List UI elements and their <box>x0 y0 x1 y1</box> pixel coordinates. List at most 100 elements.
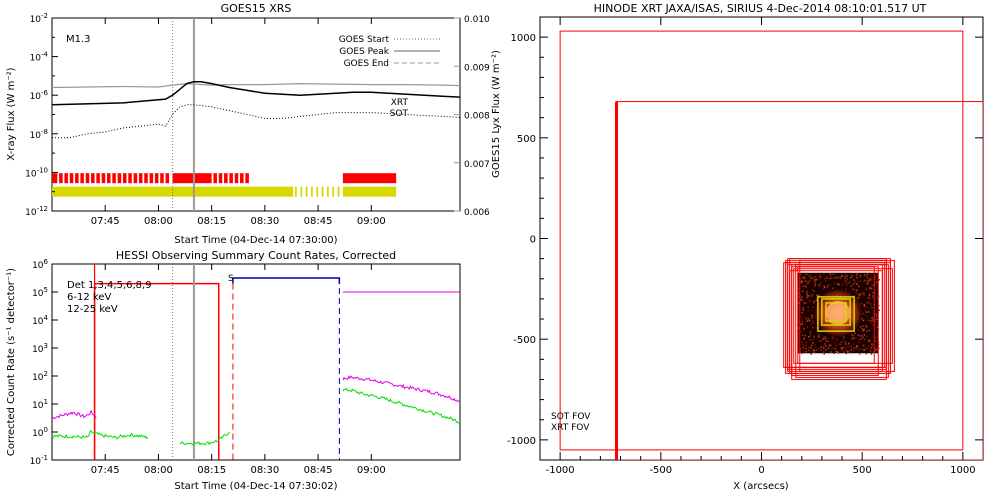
sot-coverage-segment <box>295 186 297 197</box>
lya-flux-line <box>52 82 460 89</box>
xrt-image-pixel <box>805 291 808 294</box>
hessi-ytick-label: 100 <box>32 426 48 439</box>
xrt-image-pixel <box>806 295 808 298</box>
xrt-image-pixel <box>863 328 865 331</box>
xrt-image-pixel <box>870 320 873 322</box>
xrt-image-pixel <box>807 335 810 338</box>
xrt-image-pixel <box>814 281 816 283</box>
xrt-image-pixel <box>845 288 847 290</box>
hessi-ytick-label: 102 <box>32 370 48 383</box>
hinode-xrt-panel: HINODE XRT JAXA/ISAS, SIRIUS 4-Dec-2014 … <box>507 2 984 492</box>
xrt-fov-box <box>799 260 895 372</box>
xrt-image-pixel <box>838 283 840 285</box>
xrt-image-pixel <box>860 348 863 350</box>
xrt-image-pixel <box>840 275 843 278</box>
xrt-image-pixel <box>850 349 853 351</box>
xrt-image-pixel <box>863 305 865 307</box>
xrt-image-pixel <box>861 289 863 292</box>
xrt-image-pixel <box>851 284 854 287</box>
hessi-saa-interval <box>232 277 341 284</box>
xrt-image-pixel <box>876 326 879 329</box>
xrt-image-pixel <box>857 293 859 295</box>
xrt-image-pixel <box>869 350 872 352</box>
xrt-image-pixel <box>836 338 838 341</box>
hessi-xtick-label: 08:15 <box>197 465 226 476</box>
xrt-coverage-segment <box>101 173 106 184</box>
xrt-image-pixel <box>817 348 820 350</box>
hessi-ytick-label: 105 <box>32 286 48 299</box>
xrt-image-pixel <box>823 285 825 288</box>
xrt-image-pixel <box>848 281 850 284</box>
xrt-image-pixel <box>863 334 866 336</box>
xrt-image-pixel <box>814 279 816 281</box>
xrt-image-pixel <box>799 282 802 284</box>
xrt-image-pixel <box>811 309 813 312</box>
xrt-image-pixel <box>797 321 800 323</box>
xrt-image-pixel <box>862 292 865 294</box>
hinode-xlabel: X (arcsecs) <box>733 481 789 492</box>
xrt-image-pixel <box>858 285 861 288</box>
xrt-image-pixel <box>807 318 810 320</box>
xrt-image-pixel <box>862 330 865 332</box>
xrt-image-pixel <box>875 346 878 348</box>
xrt-image-pixel <box>873 311 875 314</box>
xrt-image-pixel <box>818 284 821 287</box>
xrt-image-pixel <box>854 288 856 291</box>
xrt-image-pixel <box>842 348 844 351</box>
xrt-image-pixel <box>851 336 853 339</box>
xrt-image-pixel <box>868 340 870 343</box>
xrt-image-pixel <box>813 351 815 354</box>
xrt-image-pixel <box>820 276 823 278</box>
xrt-image-pixel <box>858 297 861 299</box>
xrt-image-pixel <box>852 348 855 350</box>
goes-ylabel: X-ray Flux (W m⁻²) <box>6 67 17 160</box>
xrt-image-pixel <box>862 325 864 327</box>
xrt-image-pixel <box>823 353 825 355</box>
sot-coverage-segment <box>342 186 397 197</box>
xrt-coverage-segment <box>133 173 138 184</box>
xrt-image-pixel <box>872 335 875 338</box>
hessi-saa-label: S <box>228 274 234 284</box>
xrt-image-pixel <box>809 335 812 337</box>
xrt-image-pixel <box>860 335 862 337</box>
xrt-image-pixel <box>866 275 868 278</box>
xrt-image-pixel <box>799 347 802 350</box>
goes-ytick-label: 10-2 <box>30 12 48 25</box>
xrt-image-pixel <box>872 345 874 348</box>
xrt-image-pixel <box>800 280 803 282</box>
xrt-image-pixel <box>801 285 804 288</box>
xrt-image-pixel <box>810 344 813 347</box>
xrt-image-pixel <box>861 328 864 330</box>
xrt-image-pixel <box>809 346 812 349</box>
xrt-image-pixel <box>871 319 874 321</box>
xrt-image-pixel <box>857 329 859 331</box>
xrt-image-pixel <box>875 283 877 285</box>
goes-ytick-label: 10-8 <box>30 128 48 141</box>
xrt-image-pixel <box>816 278 818 280</box>
xrt-image-pixel <box>814 276 817 279</box>
xrt-coverage-segment <box>85 173 90 184</box>
xrt-image-pixel <box>852 334 854 337</box>
hessi-series-line <box>52 409 97 420</box>
xrt-image-pixel <box>812 339 815 341</box>
goes-legend: GOES Start GOES Peak GOES End XRT SOT <box>339 35 440 119</box>
xrt-image-pixel <box>824 278 826 280</box>
xrt-image-pixel <box>863 294 865 296</box>
xrt-image-pixel <box>846 350 849 353</box>
xrt-coverage-segment <box>224 173 228 184</box>
xrt-image-pixel <box>845 346 847 349</box>
xrt-image-pixel <box>852 343 855 346</box>
xrt-image-pixel <box>822 347 825 350</box>
goes-xtick-label: 08:15 <box>197 216 226 227</box>
hinode-xtick-label: 1000 <box>950 465 975 476</box>
xrt-image-pixel <box>810 330 812 332</box>
xrt-image-pixel <box>871 284 873 287</box>
xrt-image-pixel <box>801 340 804 343</box>
xrt-image-pixel <box>807 281 810 283</box>
xrt-image-pixel <box>831 277 833 279</box>
xrt-image-pixel <box>827 340 829 342</box>
xrt-image-pixel <box>856 274 858 276</box>
xrt-image-pixel <box>813 335 815 338</box>
xrt-image-pixel <box>839 277 842 280</box>
xrt-image-pixel <box>849 280 851 283</box>
